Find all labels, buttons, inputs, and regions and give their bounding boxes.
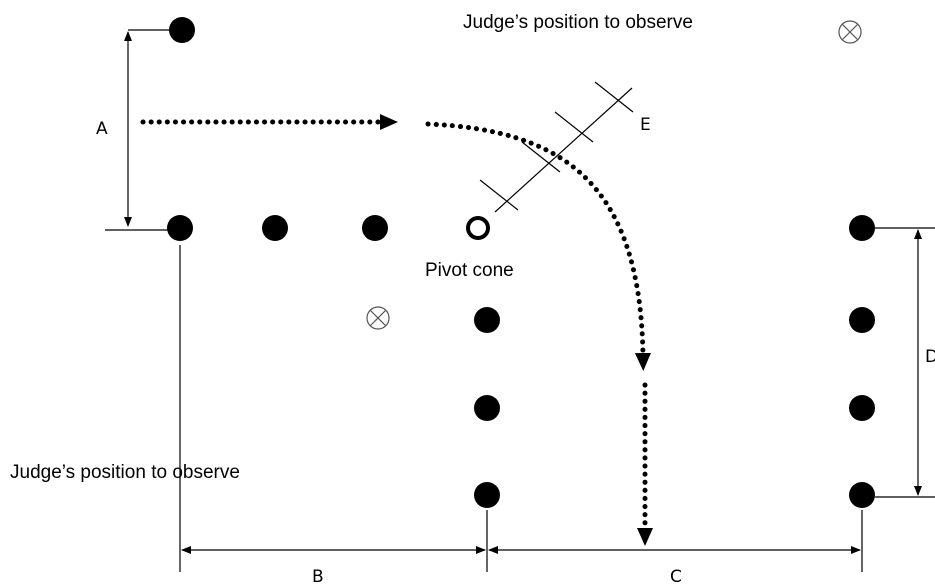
dimension-label: C [670, 567, 682, 586]
judge-marker [366, 306, 390, 330]
dimension-label: B [312, 567, 324, 586]
turn-arrow [425, 121, 651, 371]
pivot-label: Pivot cone [425, 260, 514, 281]
guide-lines [105, 29, 935, 572]
cones [167, 17, 875, 508]
judge-marker [838, 20, 862, 44]
dimension-label: D [925, 347, 935, 367]
dimension-lines [124, 31, 922, 554]
dimension-label: A [96, 119, 108, 139]
judge-label: Judge’s position to observe [463, 12, 693, 33]
line-e [479, 81, 634, 213]
judge-label: Judge’s position to observe [10, 462, 240, 483]
pivot-cone [466, 216, 490, 240]
dimension-label: E [640, 115, 651, 135]
